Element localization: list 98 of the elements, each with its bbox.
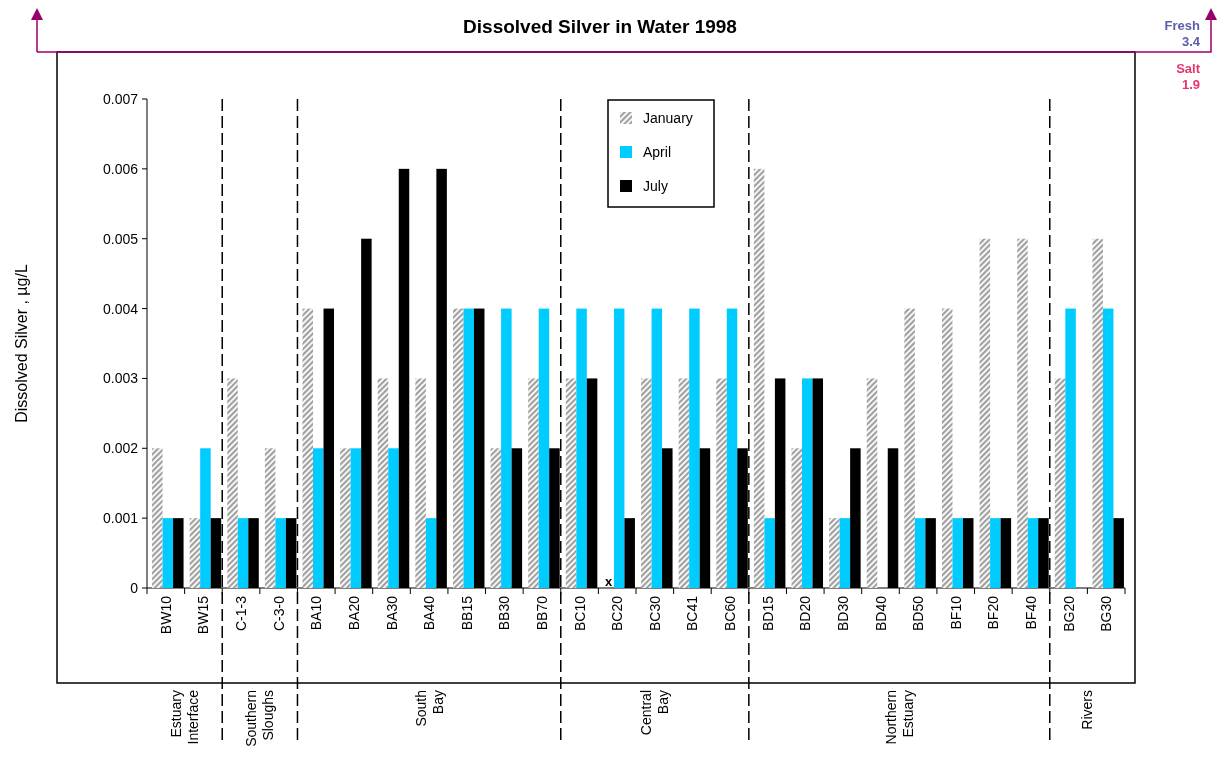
text: Salt 1.9 bbox=[1176, 61, 1201, 92]
x-tick-label: BD30 bbox=[834, 595, 851, 632]
x-tick-label: BA40 bbox=[421, 595, 438, 631]
text: Fresh 3.4 bbox=[1164, 18, 1201, 49]
legend-label: July bbox=[643, 178, 668, 194]
bar bbox=[275, 518, 286, 588]
y-tick-label: 0.007 bbox=[102, 91, 139, 107]
text: Northern Estuary bbox=[882, 690, 916, 745]
y-tick-label: 0.002 bbox=[102, 440, 139, 457]
bar bbox=[415, 378, 426, 588]
bar bbox=[1054, 378, 1066, 588]
x-tick-label: BF10 bbox=[947, 595, 964, 630]
bar bbox=[1017, 238, 1028, 588]
x-tick-label: BB15 bbox=[458, 595, 475, 631]
bar bbox=[528, 378, 539, 588]
bar bbox=[452, 308, 464, 588]
bar bbox=[538, 308, 550, 588]
y-tick-label: 0.004 bbox=[102, 300, 139, 317]
bar bbox=[990, 518, 1001, 588]
x-tick-label: BD40 bbox=[872, 595, 889, 632]
bar bbox=[1027, 518, 1039, 588]
bar bbox=[576, 308, 587, 588]
bar bbox=[641, 378, 652, 588]
x-tick-label: BF20 bbox=[985, 595, 1002, 630]
bar bbox=[162, 518, 174, 588]
bar bbox=[753, 168, 765, 588]
bar bbox=[490, 448, 502, 588]
x-tick-label: BA30 bbox=[383, 595, 400, 631]
bar bbox=[264, 448, 276, 588]
text: Southern Sloughs bbox=[243, 690, 277, 747]
bar bbox=[200, 448, 211, 588]
bar bbox=[565, 378, 577, 588]
text: South Bay bbox=[412, 690, 446, 727]
x-tick-label: BD20 bbox=[797, 595, 814, 632]
bar bbox=[425, 518, 437, 588]
x-tick-label: BG20 bbox=[1060, 595, 1077, 632]
x-tick-label: BW15 bbox=[195, 595, 212, 635]
bar bbox=[904, 308, 915, 588]
legend-label: January bbox=[643, 110, 693, 126]
bar bbox=[350, 448, 362, 588]
bar bbox=[1102, 308, 1114, 588]
text: Estuary Interface bbox=[168, 689, 202, 745]
bar bbox=[791, 448, 803, 588]
x-tick-label: BD50 bbox=[910, 595, 927, 632]
chart-title: Dissolved Silver in Water 1998 bbox=[463, 16, 737, 37]
bar bbox=[764, 518, 775, 588]
x-tick-label: BB30 bbox=[496, 595, 513, 631]
y-tick-label: 0.006 bbox=[102, 160, 139, 177]
bar bbox=[678, 378, 690, 588]
x-tick-label: BG30 bbox=[1098, 595, 1115, 632]
bar bbox=[866, 378, 878, 588]
bar bbox=[979, 238, 991, 588]
y-tick-label: 0.005 bbox=[102, 230, 139, 247]
x-tick-label: BW10 bbox=[157, 595, 174, 635]
x-tick-label: BC20 bbox=[609, 595, 626, 632]
x-tick-label: BA10 bbox=[308, 595, 325, 631]
y-tick-label: 0 bbox=[130, 580, 139, 596]
y-tick-label: 0.001 bbox=[102, 510, 139, 527]
text: Central Bay bbox=[638, 690, 672, 736]
bar bbox=[613, 308, 625, 588]
bar bbox=[802, 378, 813, 588]
bar bbox=[829, 518, 840, 588]
legend-label: April bbox=[643, 144, 672, 160]
bar bbox=[501, 308, 512, 588]
x-tick-label: BF40 bbox=[1022, 595, 1039, 630]
x-tick-label: C-3-0 bbox=[270, 595, 287, 632]
bar bbox=[726, 308, 738, 588]
x-tick-label: BB70 bbox=[533, 595, 550, 631]
text: Rivers bbox=[1079, 690, 1096, 730]
x-tick-label: BA20 bbox=[345, 595, 362, 631]
bar bbox=[189, 518, 201, 588]
bar bbox=[313, 448, 324, 588]
y-tick-label: 0.003 bbox=[102, 370, 139, 387]
bar bbox=[914, 518, 926, 588]
bar bbox=[237, 518, 249, 588]
y-axis-title: Dissolved Silver , µg/L bbox=[13, 264, 30, 423]
bar bbox=[463, 308, 474, 588]
x-tick-label: BC41 bbox=[684, 595, 701, 632]
bar bbox=[1092, 238, 1103, 588]
bar bbox=[716, 378, 727, 588]
x-tick-label: BC30 bbox=[646, 595, 663, 632]
x-tick-label: C-1-3 bbox=[233, 595, 250, 632]
annotation: x bbox=[605, 574, 614, 589]
bar bbox=[302, 308, 314, 588]
x-tick-label: BC10 bbox=[571, 595, 588, 632]
bar bbox=[152, 448, 163, 588]
bar bbox=[1065, 308, 1076, 588]
bar bbox=[227, 378, 238, 588]
x-tick-label: BC60 bbox=[722, 595, 739, 632]
bar bbox=[377, 378, 389, 588]
bar bbox=[689, 308, 700, 588]
bar bbox=[952, 518, 963, 588]
bar bbox=[839, 518, 851, 588]
bar bbox=[941, 308, 953, 588]
bar bbox=[651, 308, 663, 588]
x-tick-label: BD15 bbox=[759, 595, 776, 632]
bar bbox=[388, 448, 399, 588]
bar bbox=[340, 448, 351, 588]
